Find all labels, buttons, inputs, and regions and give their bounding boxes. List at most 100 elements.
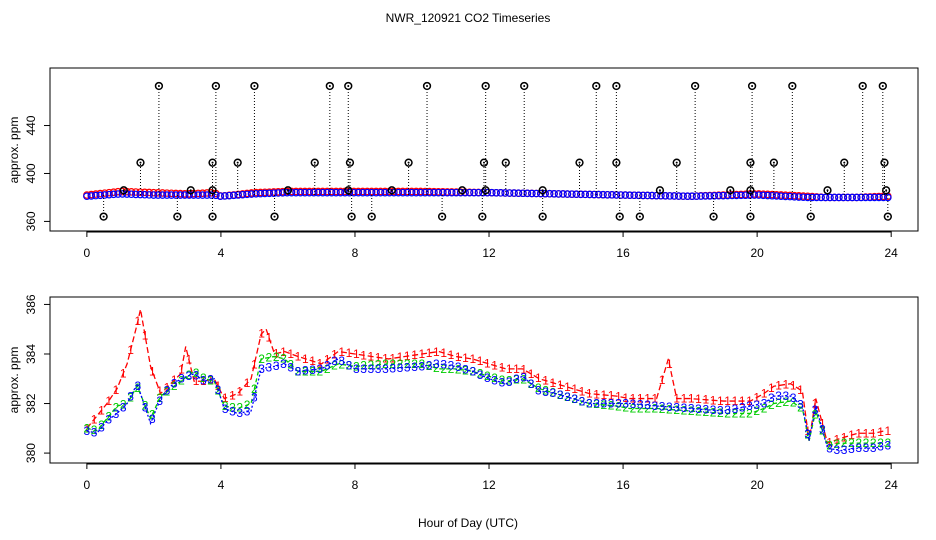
series-3-point	[91, 191, 100, 200]
series-1-marker: 1	[484, 356, 491, 370]
spike-point	[615, 212, 624, 221]
series-3-point	[719, 191, 727, 200]
series-3-point	[879, 193, 888, 202]
series-3-marker: 3	[404, 360, 411, 374]
series-3-point	[603, 190, 612, 199]
spike-point-center	[843, 161, 846, 164]
series-1-marker: 1	[353, 347, 360, 361]
series-2-marker: 2	[258, 352, 265, 366]
spike-point-center	[484, 189, 487, 192]
series-1-marker: 1	[91, 412, 98, 426]
series-3-marker: 3	[717, 404, 724, 418]
spike-point-center	[370, 215, 373, 218]
series-3-point	[203, 191, 211, 199]
series-3-point	[697, 192, 705, 200]
series-3-marker: 3	[797, 397, 804, 411]
y-tick-label: 400	[24, 163, 38, 183]
spike-point-center	[328, 84, 331, 87]
series-3-point	[323, 188, 331, 197]
series-1-marker: 1	[848, 428, 855, 442]
spike-point	[208, 158, 217, 167]
series-3-point	[683, 192, 692, 200]
series-1-marker: 1	[571, 382, 578, 396]
series-1-marker: 1	[790, 378, 797, 392]
spike-point-center	[211, 161, 214, 164]
series-3-point	[679, 192, 687, 200]
series-2-marker: 2	[659, 402, 666, 416]
series-3-marker: 3	[462, 362, 469, 376]
spike-point-center	[638, 215, 641, 218]
series-2-marker: 2	[746, 406, 753, 420]
chart-title: NWR_120921 CO2 Timeseries	[386, 11, 551, 25]
spike-point-center	[615, 84, 618, 87]
series-2-marker: 2	[251, 382, 258, 396]
y-tick-label: 384	[24, 344, 38, 364]
series-2-marker: 2	[724, 406, 731, 420]
series-1-marker: 1	[586, 387, 593, 401]
spike-point	[458, 186, 467, 195]
series-3-marker: 3	[688, 402, 695, 416]
spike-point	[575, 158, 584, 167]
series-2-marker: 2	[870, 436, 877, 450]
series-3-point	[207, 191, 216, 199]
series-3-marker: 3	[324, 358, 331, 372]
spike-point	[250, 81, 259, 91]
series-1-marker: 1	[834, 433, 841, 447]
series-3-point	[559, 190, 567, 198]
series-3-marker: 3	[382, 362, 389, 376]
spike-point-center	[749, 189, 752, 192]
series-3-marker: 3	[753, 398, 760, 412]
series-3-point	[510, 189, 518, 197]
series-3-marker: 3	[389, 362, 396, 376]
spike-point	[612, 158, 621, 167]
spike-point-center	[541, 189, 544, 192]
series-2-marker: 2	[681, 404, 688, 418]
series-1-marker: 1	[448, 348, 455, 362]
spike-point	[404, 158, 413, 167]
series-2-marker: 2	[418, 357, 425, 371]
series-1-marker: 1	[775, 378, 782, 392]
series-3-marker: 3	[520, 370, 527, 384]
series-3-marker: 3	[695, 402, 702, 416]
series-1-marker: 1	[673, 391, 680, 405]
series-3-marker: 3	[593, 397, 600, 411]
spike-point-center	[749, 161, 752, 164]
series-2-marker: 2	[222, 399, 229, 413]
series-3-point	[105, 190, 113, 199]
series-2-marker: 2	[382, 357, 389, 371]
series-1-marker: 1	[280, 345, 287, 359]
spike-point-center	[484, 84, 487, 87]
series-3-point	[416, 188, 425, 197]
series-3-marker: 3	[622, 397, 629, 411]
spike-point	[538, 186, 547, 195]
series-3-marker: 3	[113, 407, 120, 421]
series-1-marker: 1	[520, 363, 527, 377]
series-2-marker: 2	[411, 357, 418, 371]
series-1-marker: 1	[287, 347, 294, 361]
series-2-marker: 2	[229, 401, 236, 415]
series-2-marker: 2	[855, 436, 862, 450]
series-2-marker: 2	[331, 359, 338, 373]
series-1-marker: 1	[134, 314, 141, 328]
spike-point	[612, 81, 621, 91]
series-2-marker: 2	[360, 359, 367, 373]
series-1-marker: 1	[579, 384, 586, 398]
series-3-marker: 3	[360, 362, 367, 376]
spike-point	[746, 212, 755, 221]
series-3-point	[109, 190, 118, 199]
series-3-point	[875, 193, 883, 202]
series-3-point	[843, 193, 852, 202]
series-1-marker: 1	[499, 361, 506, 375]
series-2-marker: 2	[317, 364, 324, 378]
series-3-point	[884, 193, 892, 202]
series-1-marker: 1	[702, 393, 709, 407]
series-3-point	[839, 193, 848, 202]
series-1-marker: 1	[724, 394, 731, 408]
series-3-marker: 3	[513, 372, 520, 386]
series-3-marker: 3	[258, 362, 265, 376]
series-3-marker: 3	[615, 397, 622, 411]
spike-point	[840, 158, 849, 167]
series-3-point	[781, 192, 790, 201]
series-3-point	[492, 188, 501, 197]
